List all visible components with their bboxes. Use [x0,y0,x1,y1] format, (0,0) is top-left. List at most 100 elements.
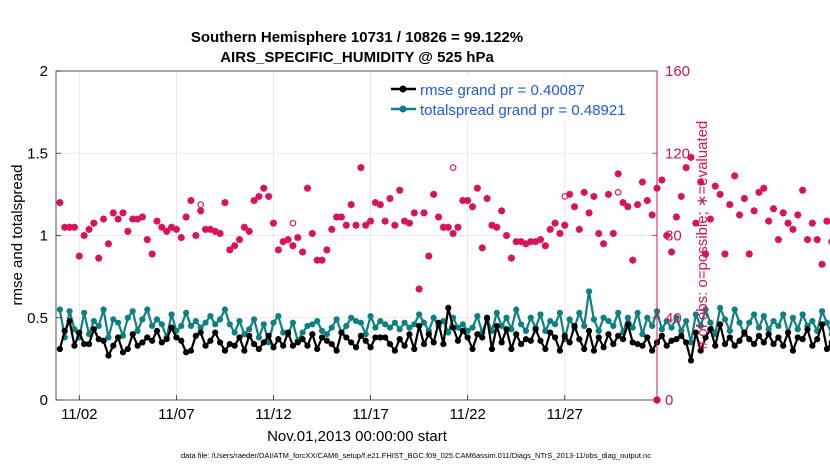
rmse-point [595,334,602,341]
obs-evaluated-marker [381,217,389,225]
obs-evaluated-marker [609,229,617,238]
totalspread-point [202,319,209,326]
obs-star-stroke [746,250,753,258]
obs-evaluated-marker [430,190,438,198]
totalspread-point [799,311,806,318]
totalspread-point [357,319,364,326]
obs-evaluated-marker [396,186,404,194]
obs-evaluated-marker [187,196,195,205]
rmse-point [76,329,83,336]
totalspread-point [178,322,185,330]
obs-star-stroke [216,230,224,237]
rmse-point [275,336,282,343]
totalspread-point [508,326,515,333]
rmse-point [435,319,442,326]
obs-star-stroke [464,197,471,204]
rmse-point [314,345,321,353]
rmse-point [673,336,680,343]
obs-evaluated-marker [648,211,656,219]
rmse-point [784,329,792,336]
obs-star-stroke [430,191,437,198]
obs-star-stroke [212,228,219,235]
rmse-point [687,357,695,364]
obs-evaluated-marker [182,213,190,221]
obs-star-stroke [168,224,175,231]
rmse-point [440,340,447,348]
rmse-point [411,345,418,353]
rmse-point [731,342,738,349]
rmse-point [750,340,758,348]
rmse-point [149,337,156,344]
obs-evaluated-marker [56,199,64,207]
totalspread-point [110,316,117,323]
obs-star-stroke [547,226,554,233]
rmse-point [270,344,277,351]
obs-evaluated-marker [153,217,161,225]
obs-evaluated-marker [425,252,433,260]
obs-evaluated-marker [449,229,457,238]
obs-evaluated-marker [444,223,452,231]
rmse-point [430,339,437,346]
obs-star-stroke [119,209,127,216]
totalspread-point [454,324,462,331]
totalspread-point [81,309,88,316]
rmse-point [551,334,559,341]
rmse-point [202,342,209,349]
rmse-point [537,337,544,344]
obs-evaluated-marker [590,192,598,201]
rmse-point [168,324,175,331]
rmse-point [765,331,772,338]
rmse-point [770,340,777,348]
obs-star-stroke [449,230,457,237]
obs-star-stroke [182,213,190,221]
obs-star-stroke [299,248,306,256]
obs-evaluated-marker [158,223,166,231]
totalspread-point [153,316,161,323]
obs-evaluated-marker [235,236,244,244]
obs-evaluated-marker [672,213,681,221]
rmse-point [265,332,272,339]
totalspread-point [702,306,709,313]
obs-evaluated-marker [274,246,282,254]
obs-star-stroke [76,252,83,260]
obs-star-stroke [760,185,767,192]
obs-star-stroke [85,226,93,233]
rmse-point [124,345,131,353]
obs-evaluated-marker [454,223,462,231]
totalspread-point [823,319,830,326]
totalspread-point [280,329,287,336]
rmse-point [236,334,243,341]
obs-star-stroke [250,197,258,204]
obs-evaluated-marker [415,285,423,293]
totalspread-point [493,309,500,316]
obs-evaluated-marker [706,215,715,223]
rmse-point [386,340,394,348]
obs-evaluated-marker [352,221,360,229]
rmse-point [522,336,530,343]
totalspread-point [760,313,767,320]
totalspread-point [683,317,690,325]
obs-evaluated-marker [216,229,224,238]
obs-star-stroke [304,185,311,192]
obs-evaluated-marker [357,164,365,172]
obs-evaluated-marker [711,182,719,190]
rmse-point [119,349,127,356]
obs-star-stroke [265,193,272,200]
totalspread-point [192,317,199,325]
obs-evaluated-marker [65,223,74,231]
totalspread-point [119,332,127,339]
obs-star-stroke [459,197,466,204]
rmse-point [692,329,699,336]
rmse-point [391,347,398,354]
obs-possible-marker [449,164,457,171]
rmse-point [377,334,384,341]
obs-star-stroke [124,228,131,235]
obs-star-stroke [663,232,670,239]
obs-star-stroke [270,220,277,227]
rmse-point [280,342,287,349]
rmse-point [581,345,588,353]
obs-star-stroke [483,195,491,202]
obs-star-stroke [221,199,229,206]
totalspread-point [333,316,340,323]
obs-star-stroke [683,164,690,171]
